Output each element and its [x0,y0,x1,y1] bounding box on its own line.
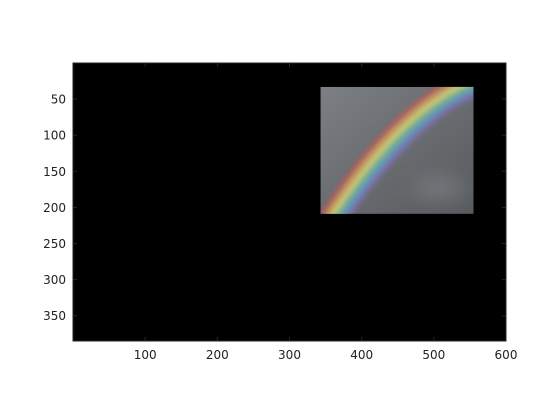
y-tick-label: 50 [51,93,66,107]
y-tick-label: 100 [43,129,66,143]
x-tick-label: 400 [350,348,373,362]
rainbow-band [320,86,446,214]
rainbow-band [341,87,474,214]
y-axis-ticks: 50 100 150 200 250 300 350 [43,93,506,323]
y-tick-label: 200 [43,201,66,215]
y-tick-label: 150 [43,165,66,179]
x-tick-label: 100 [134,348,157,362]
x-tick-label: 500 [422,348,445,362]
y-tick-label: 350 [43,309,66,323]
rainbow-band [346,92,474,214]
image-layer [320,86,474,214]
x-axis-ticks: 100 200 300 400 500 600 [134,63,518,362]
rainbow-arc [320,86,474,214]
x-tick-label: 600 [495,348,518,362]
rainbow-band [335,86,474,214]
rainbow-band [330,86,466,214]
photo-cloud [401,165,474,212]
x-tick-label: 300 [278,348,301,362]
y-tick-label: 300 [43,273,66,287]
y-tick-label: 250 [43,237,66,251]
x-tick-label: 200 [206,348,229,362]
rainbow-band [325,86,455,214]
